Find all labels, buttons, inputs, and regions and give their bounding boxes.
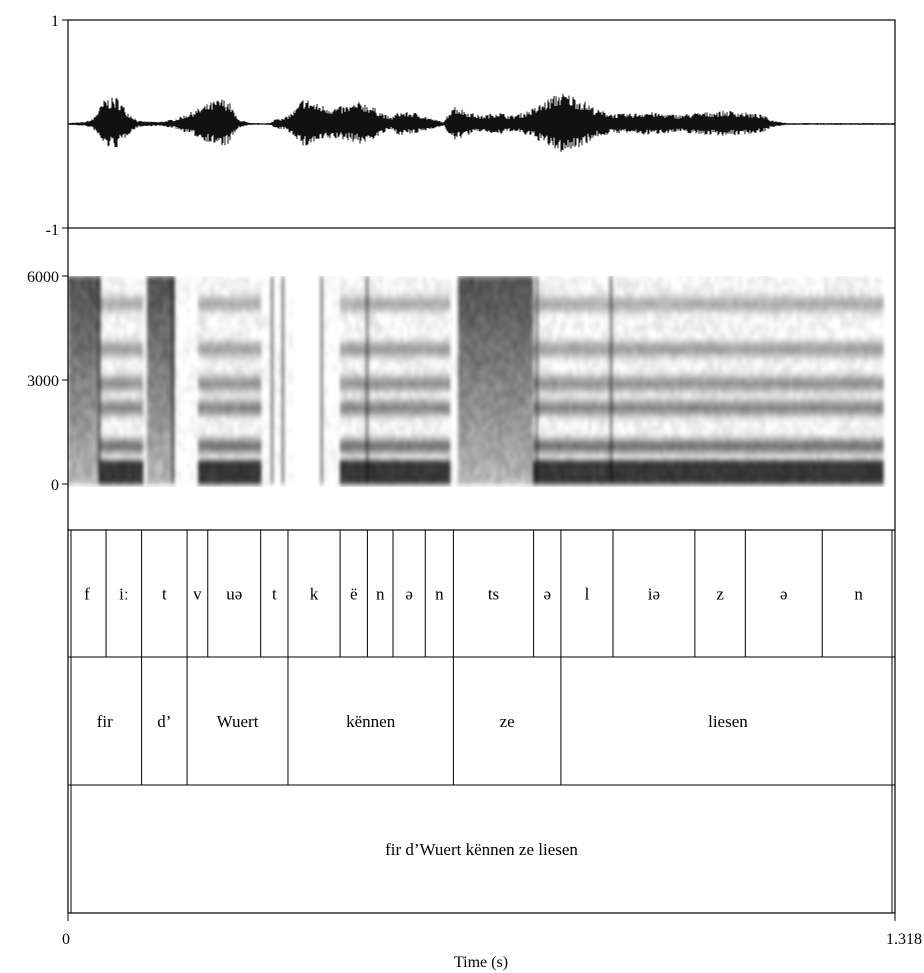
time-axis-title: Time (s)	[454, 954, 508, 971]
phone-label: iə	[648, 585, 660, 604]
tiers-frame	[67, 529, 896, 914]
waveform-ymax-label: 1	[51, 13, 59, 30]
phone-label: t	[162, 585, 167, 604]
waveform-panel: 1 -1	[46, 13, 896, 239]
phone-label: ə	[405, 585, 413, 604]
phone-label: ë	[350, 585, 358, 604]
word-label: Wuert	[217, 712, 259, 731]
phone-label: v	[193, 585, 202, 604]
phone-label: uə	[226, 585, 242, 604]
word-label: d’	[157, 712, 171, 731]
spectrogram-burst	[171, 276, 175, 484]
phone-label: z	[716, 585, 724, 604]
spectrogram-burst	[281, 276, 285, 484]
phone-label: f	[84, 585, 90, 604]
spectrogram-burst	[97, 276, 101, 484]
phone-label: ə	[543, 585, 551, 604]
spectrogram-burst	[320, 276, 324, 484]
word-label: fir	[97, 712, 113, 731]
time-axis-start-label: 0	[62, 931, 70, 948]
phone-label: n	[376, 585, 385, 604]
phone-label: ts	[488, 585, 499, 604]
sentence-label: fir d’Wuert kënnen ze liesen	[385, 840, 578, 859]
phone-label: n	[435, 585, 444, 604]
spectrogram-ytick-label: 6000	[27, 269, 59, 286]
spectrogram-burst	[365, 276, 369, 484]
annotation-tiers: f iː t v uə t k ë n ə n ts ə l iə z ə n fir d’ Wuert kënnen z…	[67, 529, 896, 914]
phone-label: k	[310, 585, 319, 604]
spectrogram-ytick-label: 3000	[27, 373, 59, 390]
waveform-path	[67, 93, 896, 152]
time-axis: 0 1.318 Time (s)	[62, 913, 922, 971]
phone-label: l	[585, 585, 590, 604]
waveform-ymin-label: -1	[46, 222, 59, 239]
spectrogram-image	[68, 276, 884, 485]
spectrogram-ytick-label: 0	[51, 477, 59, 494]
phone-label: ə	[780, 585, 788, 604]
word-label: liesen	[708, 712, 748, 731]
phone-label: n	[854, 585, 863, 604]
phone-label: iː	[119, 585, 128, 604]
phone-label: t	[272, 585, 277, 604]
waveform-trace	[67, 93, 896, 152]
word-label: kënnen	[346, 712, 396, 731]
word-label: ze	[500, 712, 515, 731]
spectrogram-burst	[270, 276, 274, 484]
phone-tier: f iː t v uə t k ë n ə n ts ə l iə z ə n	[84, 530, 863, 657]
sentence-tier: fir d’Wuert kënnen ze liesen	[385, 840, 578, 859]
word-tier: fir d’ Wuert kënnen ze liesen	[97, 657, 748, 785]
spectrogram-burst	[535, 276, 539, 484]
spectrogram-panel: 6000 3000 0	[27, 228, 896, 530]
spectrogram-burst	[609, 276, 613, 484]
spectrogram-y-axis: 6000 3000 0	[27, 269, 68, 494]
time-axis-end-label: 1.318	[886, 931, 922, 948]
